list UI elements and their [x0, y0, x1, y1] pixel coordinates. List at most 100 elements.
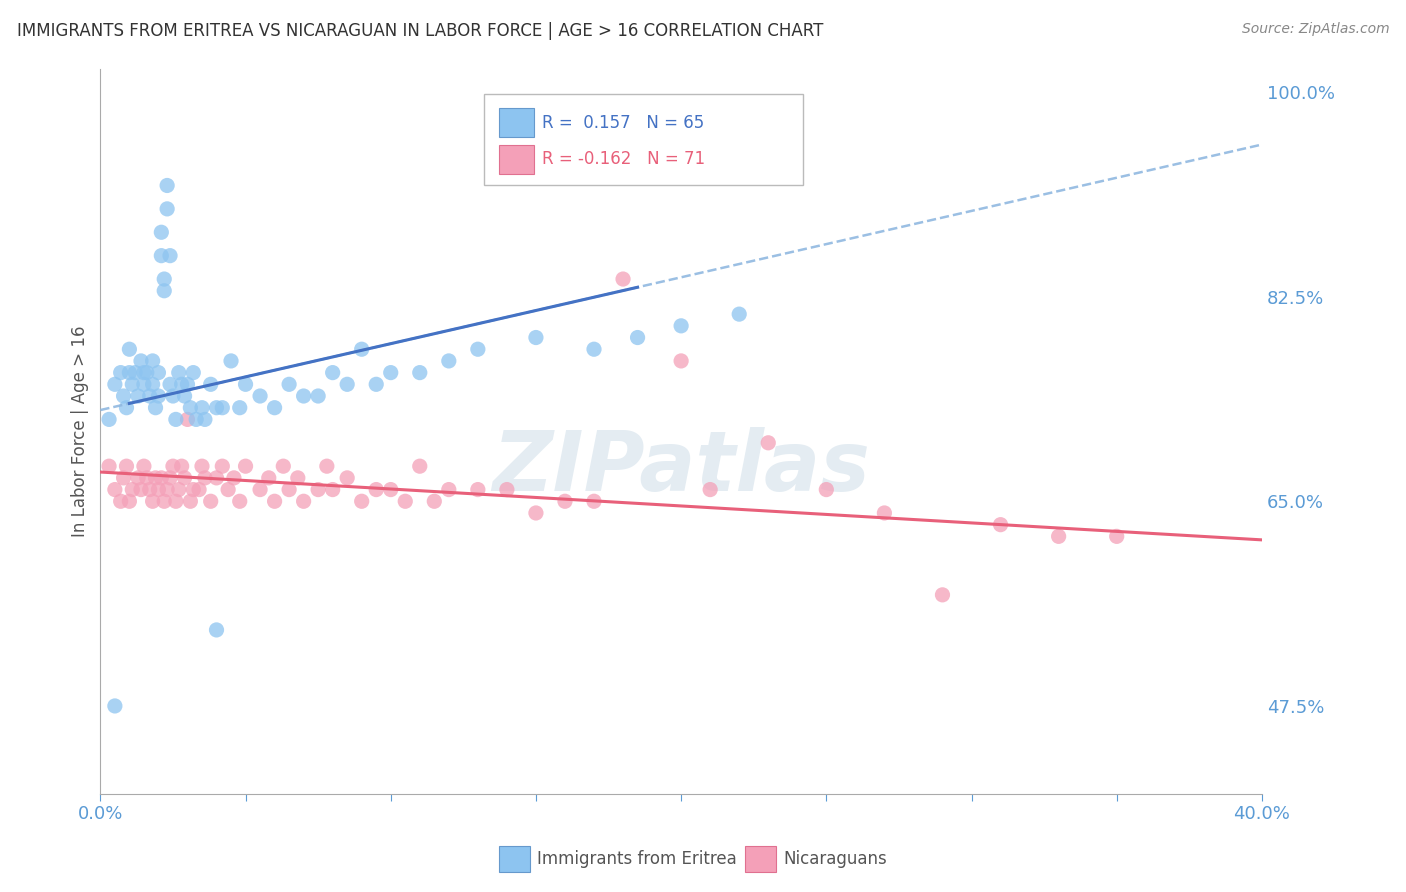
- Point: [138, 389, 160, 403]
- Point: [554, 494, 576, 508]
- Point: [115, 401, 138, 415]
- Point: [467, 343, 489, 357]
- Point: [181, 483, 204, 497]
- Point: [235, 377, 257, 392]
- Point: [219, 354, 242, 368]
- Point: [194, 471, 217, 485]
- Point: [350, 494, 373, 508]
- Point: [191, 401, 214, 415]
- Point: [990, 517, 1012, 532]
- Point: [159, 249, 181, 263]
- Point: [612, 272, 634, 286]
- Point: [118, 494, 141, 508]
- Point: [142, 494, 165, 508]
- Point: [380, 366, 402, 380]
- Point: [211, 401, 233, 415]
- Point: [263, 401, 285, 415]
- Text: Nicaraguans: Nicaraguans: [783, 850, 887, 868]
- Point: [153, 494, 176, 508]
- Text: R = -0.162   N = 71: R = -0.162 N = 71: [541, 150, 704, 169]
- Point: [699, 483, 721, 497]
- Point: [121, 377, 143, 392]
- Point: [181, 366, 204, 380]
- Point: [669, 318, 692, 333]
- Point: [350, 343, 373, 357]
- Point: [167, 483, 190, 497]
- Point: [150, 249, 173, 263]
- Point: [135, 366, 157, 380]
- Point: [129, 354, 152, 368]
- Point: [104, 483, 127, 497]
- Point: [229, 494, 252, 508]
- Point: [322, 366, 344, 380]
- Point: [115, 459, 138, 474]
- Point: [437, 483, 460, 497]
- Point: [159, 377, 181, 392]
- Point: [150, 225, 173, 239]
- Point: [467, 483, 489, 497]
- Text: Source: ZipAtlas.com: Source: ZipAtlas.com: [1241, 22, 1389, 37]
- Point: [380, 483, 402, 497]
- Point: [179, 401, 201, 415]
- Point: [211, 459, 233, 474]
- Point: [194, 412, 217, 426]
- Point: [1105, 529, 1128, 543]
- Point: [165, 412, 187, 426]
- Point: [315, 459, 337, 474]
- Point: [127, 389, 149, 403]
- Point: [173, 389, 195, 403]
- Point: [217, 483, 239, 497]
- Point: [524, 330, 547, 344]
- Point: [132, 377, 155, 392]
- Point: [205, 471, 228, 485]
- Point: [278, 377, 301, 392]
- Point: [118, 343, 141, 357]
- Point: [127, 471, 149, 485]
- FancyBboxPatch shape: [499, 109, 534, 137]
- Point: [159, 471, 181, 485]
- Point: [104, 698, 127, 713]
- Point: [200, 494, 222, 508]
- Point: [112, 389, 135, 403]
- Point: [98, 459, 121, 474]
- Point: [582, 343, 605, 357]
- Point: [271, 459, 294, 474]
- Point: [179, 494, 201, 508]
- Text: IMMIGRANTS FROM ERITREA VS NICARAGUAN IN LABOR FORCE | AGE > 16 CORRELATION CHAR: IMMIGRANTS FROM ERITREA VS NICARAGUAN IN…: [17, 22, 824, 40]
- Point: [129, 483, 152, 497]
- Point: [524, 506, 547, 520]
- Point: [437, 354, 460, 368]
- Point: [150, 471, 173, 485]
- Point: [292, 494, 315, 508]
- Point: [307, 483, 329, 497]
- Text: ZIPatlas: ZIPatlas: [492, 427, 870, 508]
- Point: [145, 401, 167, 415]
- Text: Immigrants from Eritrea: Immigrants from Eritrea: [537, 850, 737, 868]
- Point: [409, 459, 432, 474]
- Point: [307, 389, 329, 403]
- Point: [815, 483, 838, 497]
- Point: [138, 483, 160, 497]
- Point: [156, 202, 179, 216]
- Point: [132, 459, 155, 474]
- Point: [98, 412, 121, 426]
- Y-axis label: In Labor Force | Age > 16: In Labor Force | Age > 16: [72, 326, 89, 537]
- Point: [176, 377, 198, 392]
- Point: [626, 330, 648, 344]
- Point: [167, 366, 190, 380]
- Point: [229, 401, 252, 415]
- Point: [165, 494, 187, 508]
- Point: [409, 366, 432, 380]
- Point: [148, 389, 170, 403]
- Point: [110, 494, 132, 508]
- Point: [278, 483, 301, 497]
- Point: [1047, 529, 1070, 543]
- Point: [112, 471, 135, 485]
- Point: [873, 506, 896, 520]
- Point: [188, 483, 211, 497]
- Point: [153, 284, 176, 298]
- Point: [287, 471, 309, 485]
- Point: [124, 366, 146, 380]
- Point: [222, 471, 245, 485]
- Point: [145, 471, 167, 485]
